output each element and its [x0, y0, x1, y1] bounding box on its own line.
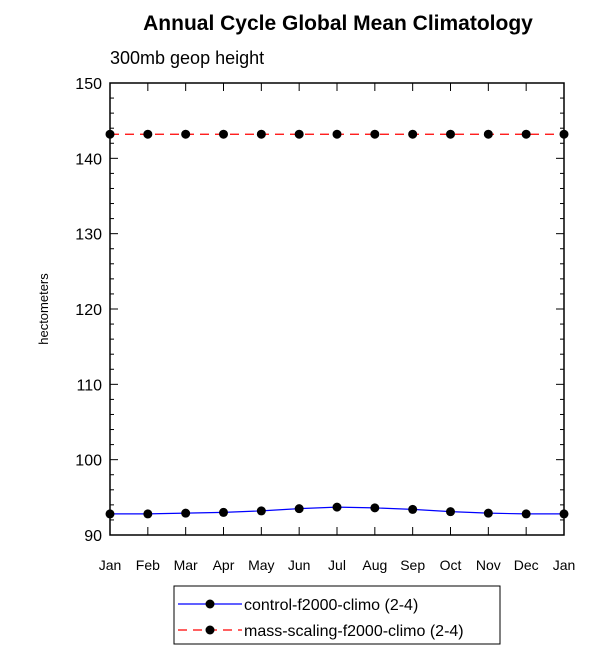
x-tick-label: Jan: [99, 557, 122, 573]
y-tick-label: 150: [75, 76, 102, 93]
y-tick-label: 140: [75, 151, 102, 168]
plot-frame: [109, 82, 565, 536]
data-point-series-1: [521, 509, 531, 519]
ticks-layer: [109, 82, 565, 536]
data-point-series-1: [294, 504, 304, 514]
data-point-series-2: [294, 129, 304, 139]
data-point-series-2: [446, 129, 455, 139]
data-point-series-1: [143, 509, 153, 519]
data-point-series-1: [256, 506, 266, 516]
y-axis-label: hectometers: [36, 273, 51, 345]
x-tick-label: Apr: [213, 557, 235, 573]
legend-label-series-2: mass-scaling-f2000-climo (2-4): [244, 623, 464, 640]
chart-subtitle: 300mb geop height: [110, 48, 264, 68]
x-tick-label: Aug: [362, 557, 387, 573]
data-point-series-2: [256, 129, 266, 139]
y-tick-label: 110: [76, 377, 102, 394]
data-point-series-2: [332, 129, 342, 139]
x-tick-label: Dec: [514, 557, 539, 573]
y-tick-label: 130: [75, 227, 102, 244]
chart-title: Annual Cycle Global Mean Climatology: [143, 12, 533, 35]
series-layer: [105, 129, 569, 519]
data-point-series-2: [143, 129, 153, 139]
data-point-series-1: [483, 508, 493, 518]
legend: control-f2000-climo (2-4) mass-scaling-f2…: [178, 597, 464, 640]
x-tick-label: Jun: [288, 557, 311, 573]
x-tick-label: Oct: [440, 557, 462, 573]
x-tick-label: Jan: [553, 557, 576, 573]
data-point-series-1: [446, 507, 455, 517]
data-point-series-1: [370, 503, 380, 513]
data-point-series-2: [219, 129, 228, 139]
y-tick-label: 100: [75, 453, 102, 470]
data-point-series-2: [370, 129, 380, 139]
legend-marker-series-1: [205, 599, 215, 609]
x-tick-label: Jul: [328, 557, 346, 573]
legend-box: [173, 585, 501, 645]
data-point-series-1: [181, 508, 191, 518]
data-point-series-1: [219, 507, 228, 517]
tick-labels-layer: 90 100 110 120 130 140 150 Jan Feb Mar Apr May Jun Ju…: [75, 76, 575, 573]
x-tick-label: Nov: [476, 557, 501, 573]
x-tick-label: Feb: [136, 557, 160, 573]
y-tick-label: 90: [84, 528, 102, 545]
data-point-series-2: [521, 129, 531, 139]
x-tick-label: May: [248, 557, 274, 573]
x-tick-label: Sep: [400, 557, 425, 573]
y-tick-label: 120: [75, 302, 102, 319]
legend-marker-series-2: [205, 625, 215, 635]
data-point-series-2: [483, 129, 493, 139]
data-point-series-1: [332, 502, 342, 512]
x-tick-label: Mar: [174, 557, 198, 573]
data-point-series-2: [408, 129, 418, 139]
legend-label-series-1: control-f2000-climo (2-4): [244, 597, 418, 614]
data-point-series-1: [408, 504, 418, 514]
data-point-series-2: [181, 129, 191, 139]
